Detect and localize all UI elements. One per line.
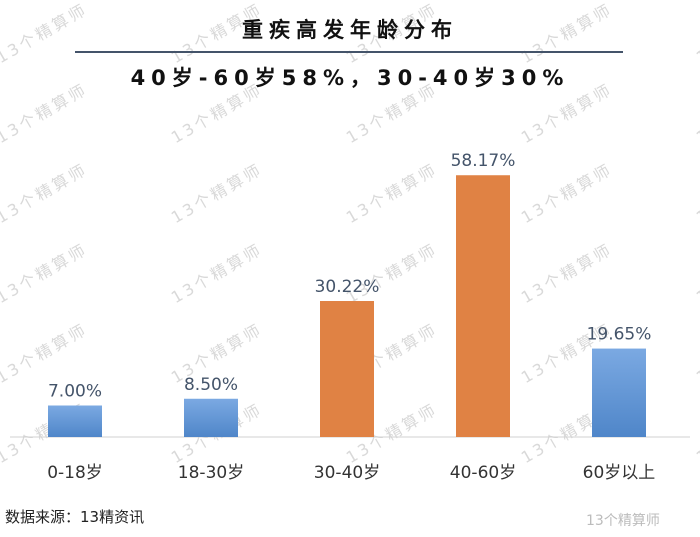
data-label: 19.65% [587,325,652,345]
data-label: 7.00% [48,382,102,402]
x-tick-label: 30-40岁 [314,463,380,483]
data-source: 数据来源：13精资讯 [5,508,145,526]
x-tick-label: 60岁以上 [583,463,656,483]
x-tick-label: 18-30岁 [178,463,244,483]
data-label: 30.22% [315,277,380,297]
bar-3 [320,301,374,437]
bar-2 [184,398,238,437]
chart-title: 重疾高发年龄分布 [242,18,458,42]
bar-5 [592,348,646,437]
data-label: 58.17% [451,151,516,171]
data-label: 8.50% [184,375,238,395]
x-tick-label: 40-60岁 [450,463,516,483]
title-divider [75,51,623,53]
x-tick-label: 0-18岁 [47,463,103,483]
chart-subtitle: 40岁-60岁58%，30-40岁30% [130,66,570,90]
weibo-watermark: 13个精算师 [586,513,660,529]
bar-1 [48,405,102,437]
bar-4 [456,175,510,438]
